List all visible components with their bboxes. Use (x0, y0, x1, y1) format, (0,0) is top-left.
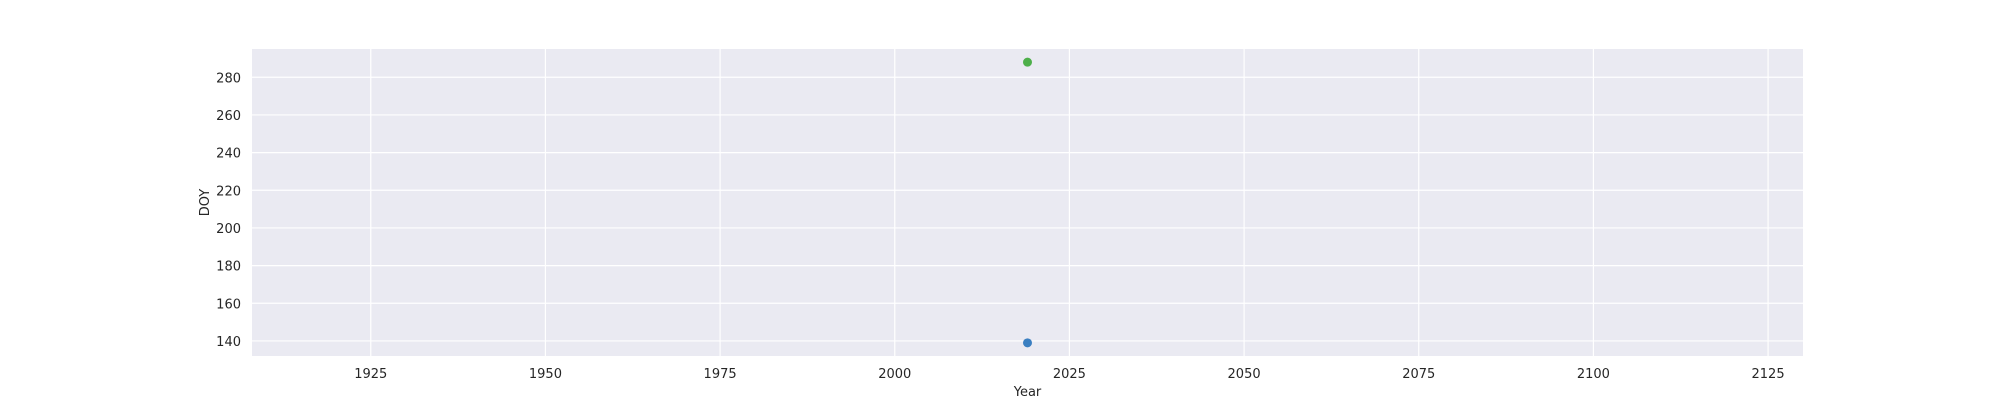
y-tick-label: 180 (216, 260, 241, 275)
data-point (1023, 338, 1032, 348)
y-tick-label: 160 (216, 297, 241, 312)
x-tick-label: 2000 (878, 367, 911, 382)
data-points (1023, 57, 1032, 348)
y-tick-label: 260 (216, 109, 241, 124)
x-tick-label: 1975 (704, 367, 737, 382)
x-tick-label: 2100 (1577, 367, 1610, 382)
y-tick-label: 200 (216, 222, 241, 237)
x-tick-label: 2075 (1402, 367, 1435, 382)
x-tick-label: 2050 (1228, 367, 1261, 382)
x-tick-label: 1950 (529, 367, 562, 382)
x-tick-label: 1925 (354, 367, 387, 382)
y-axis-label: DOY (198, 189, 213, 217)
tick-labels: 1925 1950 1975 2000 2025 2050 2075 2100 2125 140 1… (216, 71, 1784, 382)
y-tick-label: 280 (216, 71, 241, 86)
grid-lines (252, 49, 1803, 356)
y-tick-label: 140 (216, 335, 241, 350)
data-point (1023, 57, 1032, 67)
y-tick-label: 240 (216, 147, 241, 162)
x-tick-label: 2025 (1053, 367, 1086, 382)
x-tick-label: 2125 (1752, 367, 1785, 382)
plot-background (252, 49, 1803, 356)
y-tick-label: 220 (216, 184, 241, 199)
x-axis-label: Year (1013, 385, 1042, 400)
